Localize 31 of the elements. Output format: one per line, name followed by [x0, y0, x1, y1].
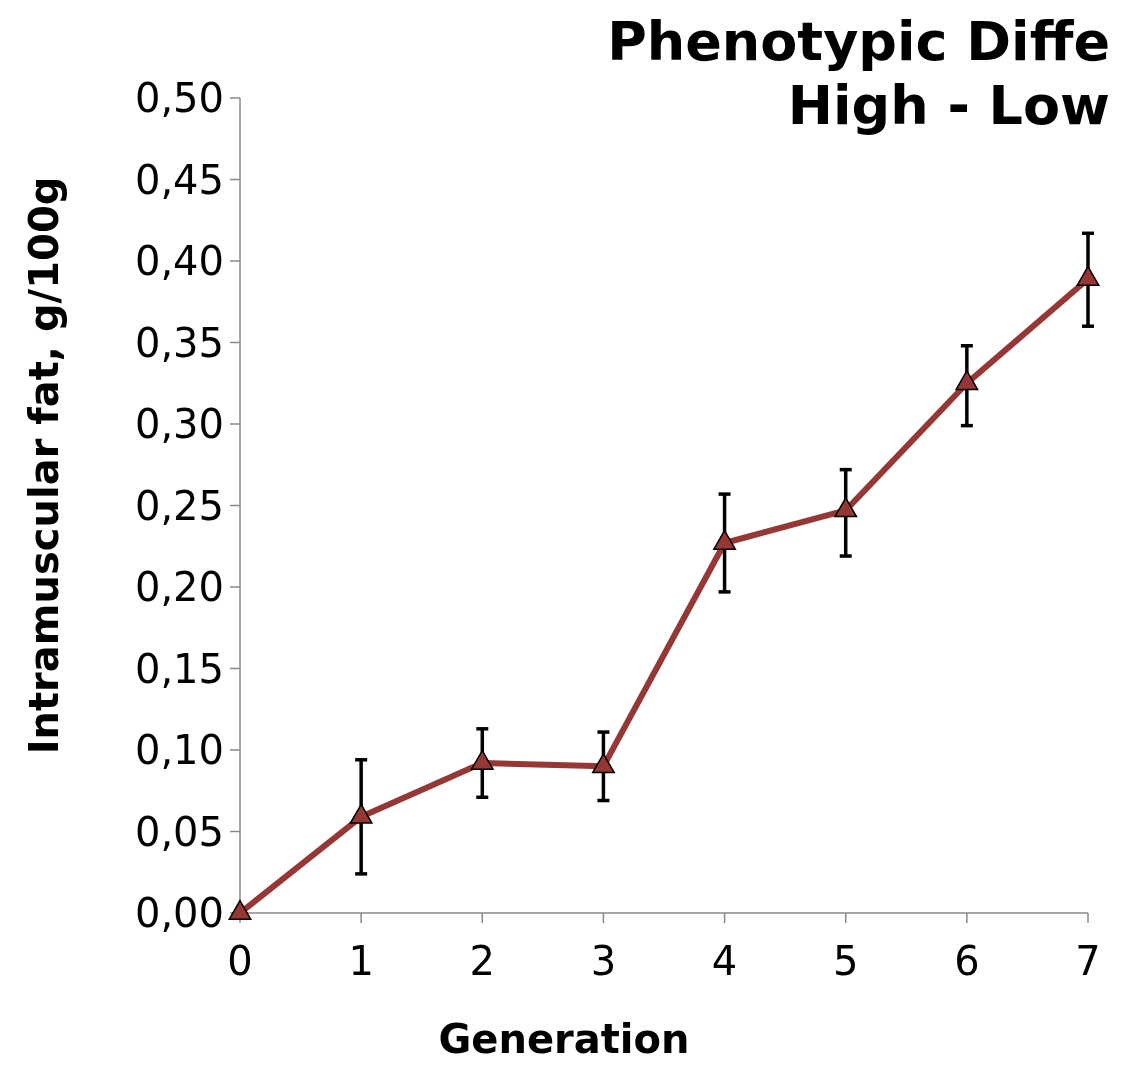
- y-tick-label: 0,30: [134, 401, 224, 447]
- y-tick-label: 0,25: [134, 482, 224, 529]
- x-tick-label: 3: [590, 938, 617, 984]
- x-tick-label: 0: [227, 938, 253, 984]
- y-tick-label: 0,15: [134, 645, 224, 692]
- y-tick-label: 0,00: [134, 890, 224, 936]
- point: [349, 803, 373, 824]
- y-axis-title: Intramuscular fat, g/100g: [21, 176, 67, 755]
- y-tick-label: 0,50: [134, 75, 224, 121]
- x-tick-label: 4: [711, 938, 738, 984]
- x-tick-label: 2: [469, 938, 496, 984]
- x-tick-label: 5: [832, 938, 859, 984]
- point: [470, 749, 494, 770]
- y-tick-label: 0,40: [134, 238, 224, 284]
- point: [834, 497, 858, 518]
- y-tick-label: 0,45: [134, 156, 224, 203]
- x-axis-title: Generation: [438, 1016, 690, 1062]
- y-tick-label: 0,10: [134, 727, 224, 773]
- point: [591, 753, 615, 774]
- point: [228, 899, 252, 920]
- point: [1076, 265, 1100, 286]
- x-tick-label: 1: [348, 938, 374, 984]
- y-tick-label: 0,20: [134, 564, 224, 610]
- chart-title: Phenotypic Diffe: [607, 10, 1110, 73]
- y-tick-label: 0,05: [134, 808, 224, 855]
- point: [955, 370, 979, 391]
- x-tick-label: 7: [1075, 938, 1101, 984]
- y-tick-label: 0,35: [134, 319, 224, 366]
- chart-subtitle: High - Low: [787, 74, 1110, 137]
- x-tick-label: 6: [954, 938, 980, 984]
- point: [713, 529, 737, 550]
